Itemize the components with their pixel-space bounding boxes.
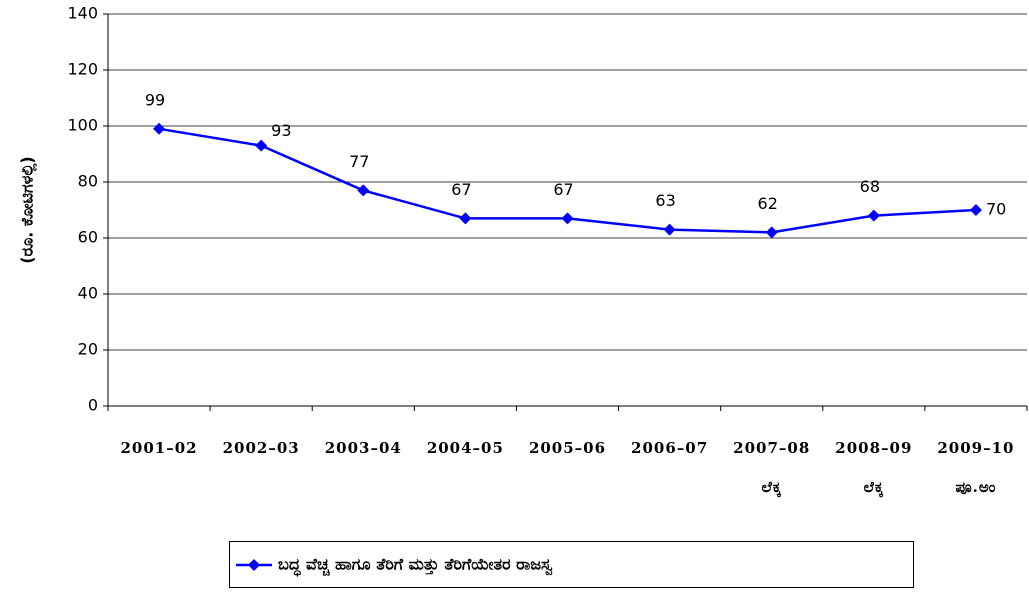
y-tick-label: 100 [67,116,98,135]
x-tick-label: 2006–07 [631,439,708,457]
data-label: 68 [860,177,880,196]
data-label: 67 [451,180,471,199]
data-point [255,139,268,152]
legend-marker [248,559,260,571]
data-label: 70 [986,200,1006,219]
x-tick-label: 2009–10 [937,439,1014,457]
x-tick-sublabel: ಲೆಕ್ಕ [761,478,782,498]
data-label: 63 [655,191,675,210]
data-point [153,122,166,135]
data-point [459,212,472,225]
data-point [663,223,676,236]
x-tick-label: 2005–06 [529,439,606,457]
data-point [765,226,778,239]
data-point [867,209,880,222]
data-point [561,212,574,225]
x-tick-sublabel: ಪೂ.ಅಂ [955,478,996,496]
y-tick-label: 140 [67,4,98,23]
data-point [357,184,370,197]
data-label: 62 [758,194,778,213]
x-tick-label: 2003–04 [325,439,402,457]
data-label: 67 [553,180,573,199]
x-tick-label: 2008–09 [835,439,912,457]
y-tick-label: 80 [78,172,98,191]
x-tick-sublabel: ಲೆಕ್ಕ [864,478,885,498]
data-label: 99 [145,90,165,109]
legend-label: ಬದ್ಧ ವೆಚ್ಚ ಹಾಗೂ ತೆರಿಗೆ ಮತ್ತು ತೆರಿಗೆಯೇತರ … [278,555,553,578]
y-tick-label: 0 [88,396,98,415]
data-label: 77 [349,152,369,171]
y-tick-label: 60 [78,228,98,247]
x-tick-label: 2001–02 [120,439,197,457]
data-point [969,204,982,216]
y-tick-label: 40 [78,284,98,303]
legend-box [229,541,914,588]
x-tick-label: 2007–08 [733,439,810,457]
data-label: 93 [271,121,291,140]
y-axis-label: (ರೂ. ಕೋಟಿಗಳಲ್ಲಿ) [18,156,39,264]
x-tick-label: 2002–03 [223,439,300,457]
y-tick-label: 20 [78,340,98,359]
y-tick-label: 120 [67,60,98,79]
x-tick-label: 2004–05 [427,439,504,457]
